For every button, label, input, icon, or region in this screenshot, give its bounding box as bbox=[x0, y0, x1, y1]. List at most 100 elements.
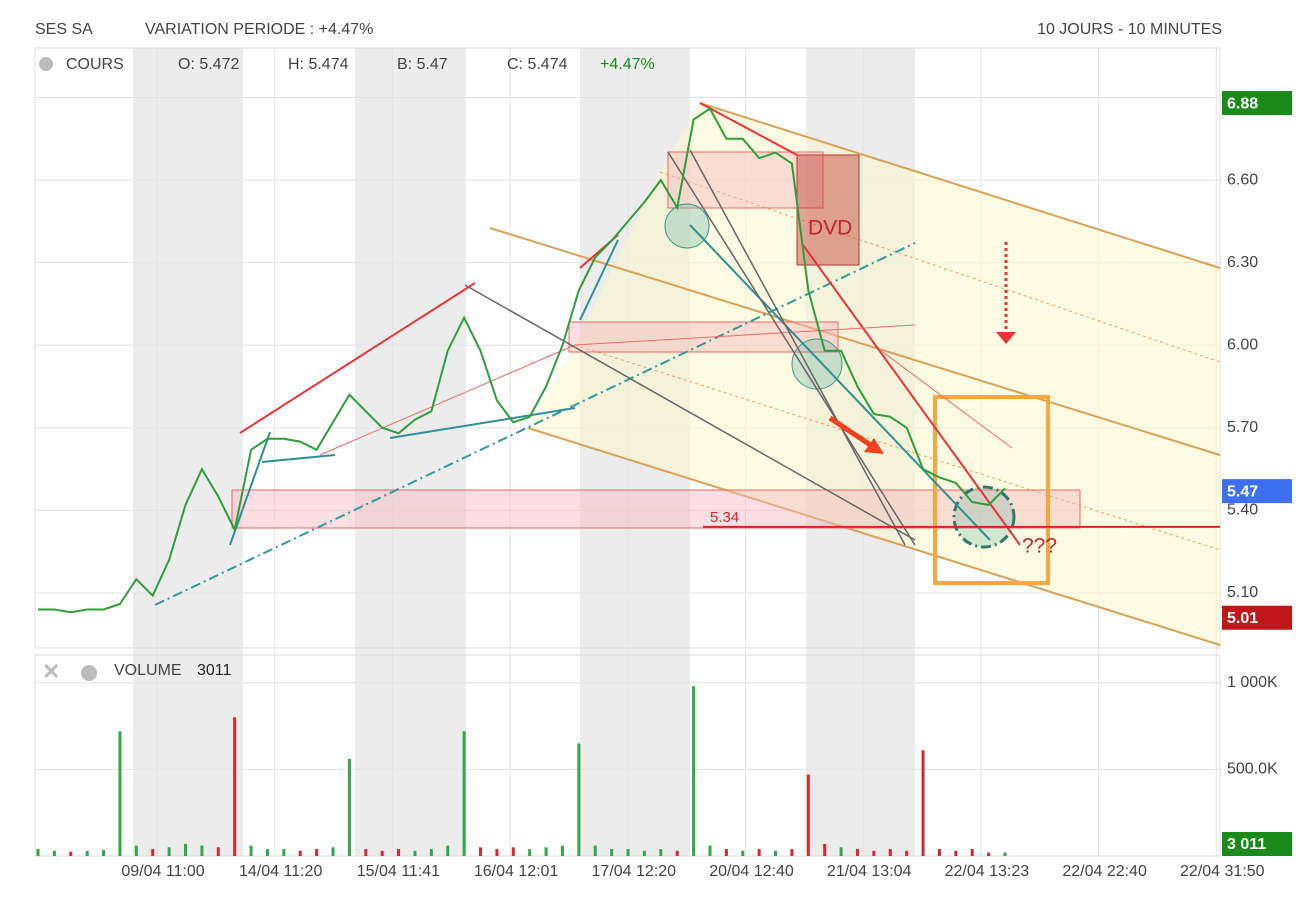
period: 10 JOURS - 10 MINUTES bbox=[1037, 21, 1222, 38]
close-icon[interactable]: ✕ bbox=[42, 659, 60, 684]
volume-bar bbox=[265, 849, 269, 856]
volume-bar bbox=[347, 758, 351, 856]
volume-bar bbox=[642, 850, 646, 856]
price-badge-label: 5.01 bbox=[1227, 610, 1258, 627]
legend-label: COURS bbox=[66, 56, 124, 73]
price-badge-label: 5.47 bbox=[1227, 483, 1258, 500]
x-tick-label: 09/04 11:00 bbox=[121, 863, 204, 880]
legend-change: +4.47% bbox=[600, 56, 655, 73]
volume-bar bbox=[774, 850, 778, 856]
drawings bbox=[154, 102, 1221, 646]
volume-bar bbox=[577, 743, 581, 856]
volume-bar bbox=[102, 849, 106, 856]
volume-bar bbox=[151, 849, 155, 856]
volume-bar bbox=[298, 850, 302, 856]
volume-bar bbox=[987, 852, 991, 856]
volume-bar bbox=[216, 847, 220, 856]
legend-close: C: 5.474 bbox=[507, 56, 568, 73]
volume-bar bbox=[806, 774, 810, 856]
x-tick-label: 22/04 31:50 bbox=[1180, 863, 1265, 880]
volume-bar bbox=[446, 845, 450, 856]
x-tick-label: 20/04 12:40 bbox=[709, 863, 794, 880]
symbol: SES SA bbox=[35, 21, 93, 38]
volume-bar bbox=[36, 849, 40, 856]
price-line bbox=[38, 107, 1006, 614]
volume-bar bbox=[413, 850, 417, 856]
volume-bar bbox=[397, 849, 401, 856]
volume-bar bbox=[675, 850, 679, 856]
volume-bar bbox=[741, 850, 745, 856]
volume-bar bbox=[937, 849, 941, 856]
y-tick-label: 6.60 bbox=[1227, 171, 1258, 188]
volume-badge-label: 3 011 bbox=[1227, 836, 1266, 853]
variation: VARIATION PERIODE : +4.47% bbox=[145, 21, 373, 38]
volume-bar bbox=[233, 717, 237, 856]
y-tick-label: 500.0K bbox=[1227, 761, 1278, 778]
volume-bar bbox=[626, 849, 630, 856]
marks: 09/04 11:00 14/04 11:20 15/04 11:41 16/04 1… bbox=[36, 89, 1292, 880]
volume-bar bbox=[282, 849, 286, 856]
y-tick-label: 1 000K bbox=[1227, 674, 1278, 691]
x-tick-label: 15/04 11:41 bbox=[357, 863, 440, 880]
volume-bar bbox=[511, 847, 515, 856]
x-tick-label: 16/04 12:01 bbox=[474, 863, 559, 880]
question-label: ??? bbox=[1022, 535, 1057, 558]
volume-badge bbox=[1222, 832, 1292, 856]
volume-bar bbox=[839, 847, 843, 856]
x-tick-label: 14/04 11:20 bbox=[239, 863, 322, 880]
volume-bar bbox=[708, 845, 712, 856]
volume-bar bbox=[790, 849, 794, 856]
volume-bar bbox=[479, 847, 483, 856]
volume-bar bbox=[855, 849, 859, 856]
volume-bar bbox=[659, 849, 663, 856]
x-tick-label: 22/04 22:40 bbox=[1062, 863, 1147, 880]
volume-bar bbox=[118, 731, 122, 856]
y-tick-label: 6.30 bbox=[1227, 254, 1258, 271]
volume-bar bbox=[560, 845, 564, 856]
volume-bar bbox=[184, 843, 188, 856]
x-tick-label: 21/04 13:04 bbox=[827, 863, 912, 880]
volume-bar bbox=[167, 847, 171, 856]
volume-bar bbox=[692, 686, 696, 856]
volume-bar bbox=[200, 845, 204, 856]
legend-high: H: 5.474 bbox=[288, 56, 349, 73]
level-label: 5.34 bbox=[710, 509, 739, 526]
volume-bar bbox=[970, 849, 974, 856]
y-tick-label: 5.10 bbox=[1227, 584, 1258, 601]
y-tick-label: 6.00 bbox=[1227, 336, 1258, 353]
volume-bar bbox=[85, 850, 89, 856]
volume-settings-icon[interactable] bbox=[81, 665, 97, 681]
settings-icon[interactable] bbox=[39, 57, 53, 71]
x-tick-label: 22/04 13:23 bbox=[945, 863, 1030, 880]
volume-bar bbox=[954, 850, 958, 856]
volume-bar bbox=[757, 849, 761, 856]
volume-bar bbox=[462, 731, 466, 856]
legend-open: O: 5.472 bbox=[178, 56, 239, 73]
volume-bar bbox=[905, 850, 909, 856]
volume-bar bbox=[495, 849, 499, 856]
volume-bar bbox=[544, 847, 548, 856]
volume-label: VOLUME bbox=[114, 662, 182, 679]
volume-bar bbox=[610, 849, 614, 856]
volume-bar bbox=[52, 850, 56, 856]
y-tick-label: 5.40 bbox=[1227, 502, 1258, 519]
x-tick-label: 17/04 12:20 bbox=[592, 863, 677, 880]
price-badge-label: 6.88 bbox=[1227, 95, 1258, 112]
volume-bar bbox=[380, 850, 384, 856]
price-badge bbox=[1222, 479, 1292, 504]
dvd-label: DVD bbox=[808, 217, 852, 240]
volume-bar bbox=[823, 843, 827, 856]
volume-bar bbox=[69, 851, 73, 856]
volume-bar bbox=[1003, 852, 1007, 856]
volume-bar bbox=[528, 849, 532, 856]
volume-bar bbox=[888, 849, 892, 856]
volume-bar bbox=[331, 847, 335, 856]
price-badge bbox=[1222, 91, 1292, 116]
price-badge bbox=[1222, 605, 1292, 630]
volume-bar bbox=[364, 849, 368, 856]
volume-value: 3011 bbox=[197, 662, 232, 679]
volume-bar bbox=[872, 850, 876, 856]
volume-bar bbox=[593, 845, 597, 856]
